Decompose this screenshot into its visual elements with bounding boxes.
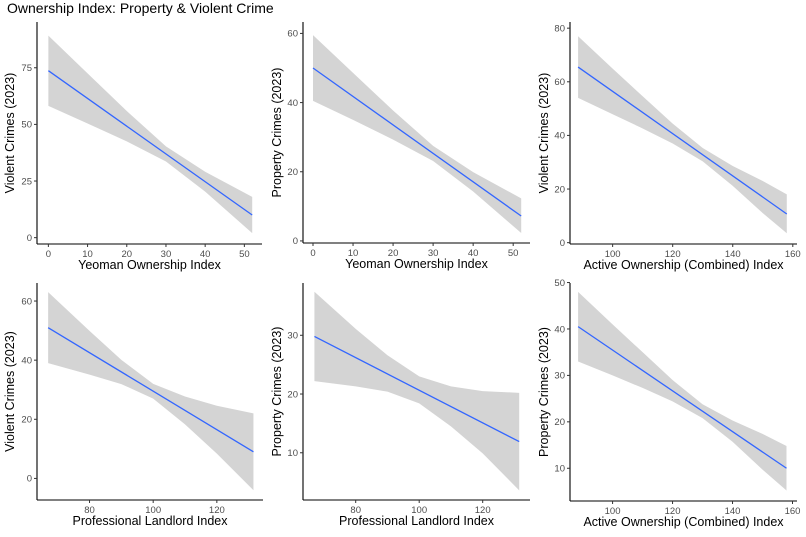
y-axis-title: Property Crimes (2023) [537, 327, 551, 457]
y-tick-label: 40 [554, 324, 565, 335]
x-tick-label: 120 [665, 249, 681, 260]
y-tick-label: 80 [554, 23, 565, 34]
x-tick-label: 140 [725, 506, 741, 517]
y-tick-label: 50 [21, 120, 32, 131]
x-axis-title: Professional Landlord Index [73, 514, 229, 528]
figure-title: Ownership Index: Property & Violent Crim… [7, 0, 274, 16]
y-tick-label: 25 [21, 176, 32, 187]
x-tick-label: 30 [161, 249, 172, 260]
confidence-ribbon [313, 35, 522, 233]
confidence-ribbon [578, 36, 787, 234]
regression-line [577, 326, 787, 469]
confidence-ribbon [578, 291, 787, 491]
y-tick-label: 60 [21, 296, 32, 307]
x-tick-label: 100 [411, 505, 427, 516]
x-tick-label: 120 [209, 505, 225, 516]
x-tick-label: 20 [121, 249, 132, 260]
y-tick-label: 30 [287, 331, 298, 342]
x-tick-label: 30 [428, 248, 439, 259]
y-axis-title: Violent Crimes (2023) [3, 73, 17, 194]
y-tick-label: 10 [554, 464, 565, 475]
x-tick-label: 100 [605, 249, 621, 260]
panel-5: 80 100 120 10 20 30 Professional Landlord Inde… [270, 283, 530, 528]
regression-line [577, 66, 788, 215]
y-axis-title: Violent Crimes (2023) [3, 331, 17, 452]
x-tick-label: 0 [46, 249, 51, 260]
x-tick-label: 140 [725, 249, 741, 260]
panel-4: 80 100 120 0 20 40 60 Professional Landlord Ind… [3, 283, 263, 528]
x-tick-label: 50 [508, 248, 519, 259]
confidence-ribbon [48, 292, 254, 491]
x-axis-title: Active Ownership (Combined) Index [583, 258, 784, 272]
confidence-ribbon [314, 291, 520, 491]
panel-3: 100 120 140 160 0 20 40 60 80 Active Ownership (C… [537, 22, 801, 272]
x-tick-label: 40 [468, 248, 479, 259]
y-tick-label: 0 [293, 236, 298, 247]
x-axis-title: Active Ownership (Combined) Index [583, 515, 784, 529]
regression-line [47, 70, 253, 216]
y-tick-label: 20 [554, 417, 565, 428]
y-tick-label: 0 [27, 474, 32, 485]
x-axis-title: Yeoman Ownership Index [345, 257, 488, 271]
y-axis-title: Violent Crimes (2023) [537, 73, 551, 194]
x-tick-label: 100 [605, 506, 621, 517]
x-axis-title: Professional Landlord Index [339, 514, 495, 528]
panel-1: 0 10 20 30 40 50 0 25 50 75 Yeoman Ownership Index… [3, 22, 262, 272]
y-axis-title: Property Crimes (2023) [270, 327, 284, 457]
y-tick-label: 30 [554, 371, 565, 382]
panel-6: 100 120 140 160 10 20 30 40 50 Active Ownership (… [537, 278, 800, 529]
y-tick-label: 0 [27, 233, 32, 244]
y-tick-label: 40 [287, 98, 298, 109]
y-tick-label: 20 [287, 167, 298, 178]
regression-line [314, 335, 520, 443]
y-axis-title: Property Crimes (2023) [270, 68, 284, 198]
confidence-ribbon [48, 35, 253, 234]
y-tick-label: 50 [554, 278, 565, 289]
regression-line [47, 327, 254, 453]
regression-line [312, 67, 522, 217]
x-tick-label: 10 [348, 248, 359, 259]
x-tick-label: 120 [665, 506, 681, 517]
x-tick-label: 120 [475, 505, 491, 516]
x-tick-label: 50 [239, 249, 250, 260]
y-tick-label: 10 [287, 448, 298, 459]
x-tick-label: 160 [785, 249, 801, 260]
y-tick-label: 0 [560, 238, 565, 249]
x-tick-label: 80 [350, 505, 361, 516]
y-tick-label: 20 [21, 415, 32, 426]
y-tick-label: 20 [287, 389, 298, 400]
x-axis-title: Yeoman Ownership Index [78, 258, 221, 272]
y-tick-label: 60 [554, 77, 565, 88]
x-tick-label: 100 [145, 505, 161, 516]
x-tick-label: 40 [200, 249, 211, 260]
x-tick-label: 80 [84, 505, 95, 516]
x-tick-label: 20 [388, 248, 399, 259]
panel-2: 0 10 20 30 40 50 0 20 40 60 Yeoman Ownership Index… [270, 22, 530, 271]
y-tick-label: 40 [554, 131, 565, 142]
x-tick-label: 0 [310, 248, 315, 259]
y-tick-label: 40 [21, 355, 32, 366]
y-tick-label: 20 [554, 184, 565, 195]
x-tick-label: 10 [82, 249, 93, 260]
y-tick-label: 75 [21, 63, 32, 74]
y-tick-label: 60 [287, 29, 298, 40]
x-tick-label: 160 [785, 506, 801, 517]
